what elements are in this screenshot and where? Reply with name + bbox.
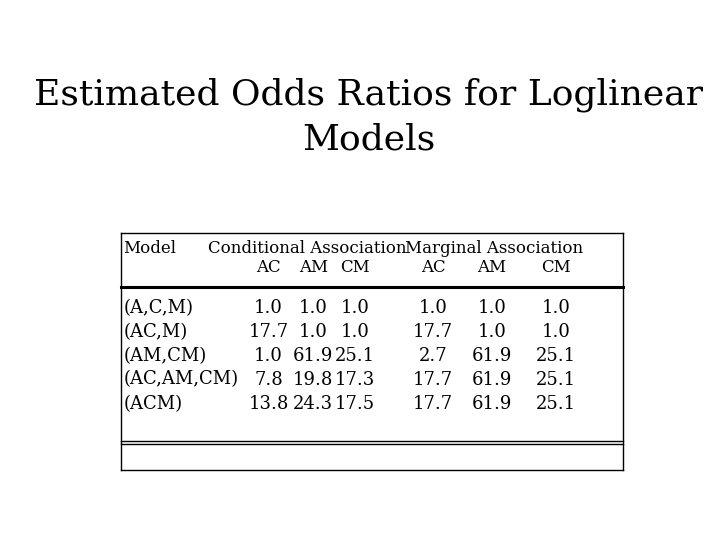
Text: 61.9: 61.9 [293,347,333,365]
Text: CM: CM [541,259,571,276]
Text: 61.9: 61.9 [472,347,512,365]
Text: Model: Model [124,240,176,257]
Text: AC: AC [421,259,446,276]
Text: 1.0: 1.0 [299,299,328,317]
Text: (ACM): (ACM) [124,395,183,413]
Text: 7.8: 7.8 [254,370,283,389]
Text: 1.0: 1.0 [254,347,283,365]
Text: AC: AC [256,259,281,276]
Text: 17.7: 17.7 [413,370,453,389]
Text: 25.1: 25.1 [536,347,576,365]
Text: 1.0: 1.0 [419,299,448,317]
Text: 2.7: 2.7 [419,347,448,365]
Text: AM: AM [477,259,506,276]
Text: 61.9: 61.9 [472,395,512,413]
Text: 25.1: 25.1 [335,347,375,365]
Text: 1.0: 1.0 [299,323,328,341]
Text: (AM,CM): (AM,CM) [124,347,207,365]
Text: 13.8: 13.8 [248,395,289,413]
Text: 25.1: 25.1 [536,370,576,389]
Text: Estimated Odds Ratios for Loglinear
Models: Estimated Odds Ratios for Loglinear Mode… [35,77,703,157]
Text: (AC,M): (AC,M) [124,323,188,341]
Text: (A,C,M): (A,C,M) [124,299,194,317]
Text: 1.0: 1.0 [477,323,506,341]
Text: Marginal Association: Marginal Association [405,240,584,257]
Text: 24.3: 24.3 [293,395,333,413]
Text: 1.0: 1.0 [477,299,506,317]
Text: 1.0: 1.0 [254,299,283,317]
Text: 61.9: 61.9 [472,370,512,389]
Text: 19.8: 19.8 [293,370,333,389]
Text: 25.1: 25.1 [536,395,576,413]
Text: Conditional Association: Conditional Association [208,240,407,257]
Text: 1.0: 1.0 [541,299,570,317]
Text: 17.7: 17.7 [248,323,289,341]
Text: CM: CM [340,259,370,276]
Text: AM: AM [299,259,328,276]
Text: 1.0: 1.0 [341,299,369,317]
Text: 17.7: 17.7 [413,395,453,413]
Text: 17.7: 17.7 [413,323,453,341]
Text: 1.0: 1.0 [341,323,369,341]
Text: 17.3: 17.3 [335,370,375,389]
Text: 1.0: 1.0 [541,323,570,341]
Text: (AC,AM,CM): (AC,AM,CM) [124,370,238,389]
Text: 17.5: 17.5 [335,395,375,413]
